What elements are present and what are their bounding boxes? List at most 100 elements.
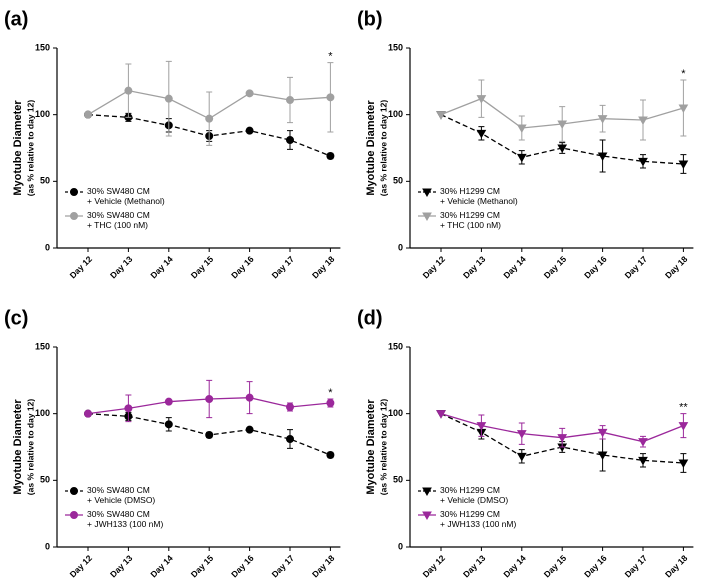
marker [286, 96, 294, 104]
legend-swatch [418, 188, 436, 197]
y-tick-label: 0 [398, 242, 403, 252]
significance: * [328, 387, 333, 399]
y-tick-label: 150 [35, 42, 50, 52]
x-tick-label: Day 12 [68, 254, 95, 281]
y-tick-label: 0 [45, 541, 50, 551]
marker [164, 420, 173, 429]
x-tick-label: Day 16 [582, 254, 609, 281]
y-tick-label: 50 [393, 475, 403, 485]
marker [476, 422, 487, 431]
legend-item: 30% H1299 CM + Vehicle (DMSO) [418, 485, 516, 505]
marker [597, 115, 608, 124]
marker [70, 212, 78, 220]
marker [326, 399, 335, 407]
x-tick-label: Day 17 [270, 553, 297, 580]
x-tick-label: Day 17 [623, 553, 650, 580]
x-tick-label: Day 17 [270, 254, 297, 281]
x-tick-label: Day 14 [148, 254, 175, 281]
marker [678, 104, 689, 114]
legend-label: 30% SW480 CM + Vehicle (DMSO) [87, 485, 156, 505]
y-tick-label: 150 [388, 341, 403, 351]
y-axis-label: Myotube Diameter [365, 399, 377, 495]
significance: * [328, 51, 333, 63]
marker [164, 94, 173, 103]
x-tick-label: Day 13 [461, 553, 488, 580]
marker [422, 188, 432, 197]
legend-item: 30% H1299 CM + JWH133 (100 nM) [418, 509, 516, 529]
y-tick-label: 100 [388, 109, 403, 119]
legend-label: 30% H1299 CM + JWH133 (100 nM) [440, 509, 517, 529]
legend-swatch [65, 212, 83, 220]
marker [597, 152, 608, 162]
legend-label: 30% H1299 CM + Vehicle (Methanol) [440, 186, 518, 206]
marker [557, 120, 568, 130]
legend: 30% H1299 CM + Vehicle (DMSO) 30% H1299 C… [418, 485, 516, 533]
legend-swatch [418, 487, 436, 496]
legend-label: 30% H1299 CM + THC (100 nM) [440, 210, 502, 230]
significance: * [681, 68, 686, 80]
y-axis-note: (as % relative to day 12) [25, 100, 35, 197]
marker [638, 456, 648, 466]
x-tick-label: Day 14 [148, 553, 175, 580]
y-tick-label: 150 [388, 42, 403, 52]
legend-label: 30% SW480 CM + THC (100 nM) [87, 210, 150, 230]
marker [205, 431, 214, 439]
x-tick-label: Day 14 [501, 553, 528, 580]
x-tick-label: Day 18 [663, 254, 690, 281]
marker [436, 111, 446, 120]
panel: (b) Myotube Diameter (as % relative to day… [357, 8, 694, 281]
marker [70, 487, 78, 495]
y-tick-label: 50 [40, 176, 50, 186]
legend: 30% SW480 CM + Vehicle (Methanol) 30% SW4… [65, 186, 165, 234]
x-tick-label: Day 18 [310, 553, 337, 580]
legend-label: 30% SW480 CM + Vehicle (Methanol) [87, 186, 165, 206]
legend: 30% SW480 CM + Vehicle (DMSO) 30% SW480 C… [65, 485, 163, 533]
panel-label: (c) [4, 307, 28, 329]
x-tick-label: Day 12 [421, 254, 448, 281]
y-tick-label: 100 [35, 109, 50, 119]
marker [476, 95, 487, 104]
panel: (a) Myotube Diameter (as % relative to day… [4, 8, 341, 281]
marker [678, 459, 689, 469]
x-tick-label: Day 14 [501, 254, 528, 281]
x-tick-label: Day 16 [229, 254, 256, 281]
x-tick-label: Day 18 [663, 553, 690, 580]
marker [245, 393, 254, 402]
marker [678, 160, 689, 170]
legend-item: 30% SW480 CM + Vehicle (Methanol) [65, 186, 165, 206]
x-tick-label: Day 15 [189, 254, 216, 281]
y-tick-label: 50 [393, 176, 403, 186]
x-tick-label: Day 12 [421, 553, 448, 580]
marker [70, 511, 78, 519]
y-axis-label: Myotube Diameter [12, 100, 24, 196]
marker [286, 435, 294, 443]
x-tick-label: Day 16 [582, 553, 609, 580]
legend-swatch [65, 511, 83, 519]
marker [638, 157, 648, 167]
x-tick-label: Day 13 [461, 254, 488, 281]
legend-swatch [418, 511, 436, 520]
y-tick-label: 50 [40, 475, 50, 485]
y-tick-label: 0 [398, 541, 403, 551]
legend-item: 30% SW480 CM + JWH133 (100 nM) [65, 509, 163, 529]
marker [205, 114, 214, 123]
panel: (c) Myotube Diameter (as % relative to day… [4, 307, 341, 580]
y-axis-note: (as % relative to day 12) [378, 100, 388, 197]
marker [286, 403, 294, 411]
panel-label: (b) [357, 8, 383, 30]
x-tick-label: Day 15 [542, 553, 569, 580]
marker [476, 129, 487, 139]
legend-item: 30% SW480 CM + Vehicle (DMSO) [65, 485, 163, 505]
significance: ** [679, 402, 688, 414]
x-tick-label: Day 13 [108, 553, 135, 580]
marker [84, 110, 92, 119]
x-tick-label: Day 18 [310, 254, 337, 281]
marker [164, 397, 173, 406]
panel-label: (d) [357, 307, 383, 329]
y-axis-label: Myotube Diameter [365, 100, 377, 196]
x-tick-label: Day 16 [229, 553, 256, 580]
marker [422, 511, 432, 520]
y-axis-note: (as % relative to day 12) [378, 399, 388, 496]
marker [638, 116, 648, 126]
